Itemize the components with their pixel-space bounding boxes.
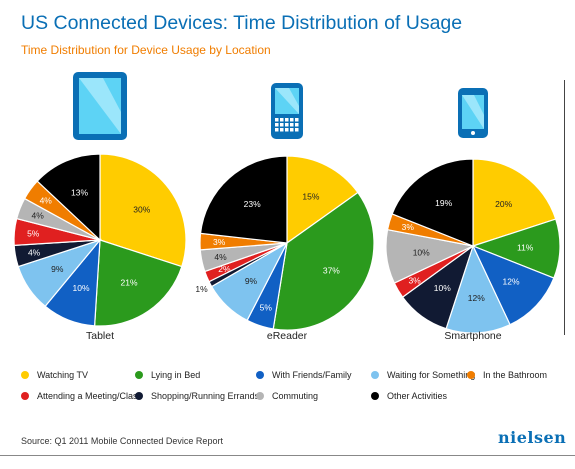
legend-item-with-friends-family: With Friends/Family: [256, 370, 352, 380]
legend-item-lying-in-bed: Lying in Bed: [135, 370, 200, 380]
pie-name-smartphone: Smartphone: [444, 330, 501, 342]
legend-swatch: [256, 371, 264, 379]
footer-rule: [0, 455, 575, 456]
legend-item-waiting-for-something: Waiting for Something: [371, 370, 475, 380]
legend-item-shopping-running-errands: Shopping/Running Errands: [135, 391, 259, 401]
pie-slice-tablet-other-activities: [36, 153, 101, 242]
legend-label: Lying in Bed: [151, 370, 201, 380]
slice-label-ereader-waiting-for-something: 9%: [245, 276, 258, 286]
slice-label-smartphone-waiting-for-something: 12%: [468, 293, 485, 303]
pie-slice-ereader-watching-tv: [286, 155, 359, 245]
pie-slice-ereader-lying-in-bed: [272, 191, 375, 331]
slice-label-smartphone-shopping-running-errands: 10%: [434, 283, 451, 293]
legend-label: In the Bathroom: [483, 370, 548, 380]
legend-label: With Friends/Family: [272, 370, 352, 380]
slice-label-tablet-in-the-bathroom: 4%: [40, 196, 53, 206]
pie-slice-tablet-watching-tv: [99, 153, 187, 268]
slice-label-ereader-attending-a-meeting-class: 2%: [218, 264, 231, 274]
slice-label-ereader-in-the-bathroom: 3%: [213, 237, 226, 247]
slice-label-tablet-shopping-running-errands: 4%: [28, 248, 41, 258]
legend-swatch: [135, 392, 143, 400]
pie-name-tablet: Tablet: [86, 330, 114, 342]
slice-label-tablet-waiting-for-something: 9%: [51, 264, 64, 274]
legend-swatch: [21, 371, 29, 379]
smartphone-icon: [458, 88, 488, 138]
pie-slice-smartphone-watching-tv: [472, 158, 557, 247]
pie-slice-smartphone-waiting-for-something: [445, 244, 511, 334]
legend-swatch: [371, 392, 379, 400]
legend: Watching TV Lying in Bed With Friends/Fami…: [21, 370, 561, 410]
legend-label: Shopping/Running Errands: [151, 391, 260, 401]
legend-label: Other Activities: [387, 391, 448, 401]
legend-label: Attending a Meeting/Class: [37, 391, 143, 401]
slice-label-smartphone-attending-a-meeting-class: 3%: [408, 276, 421, 286]
slice-label-ereader-other-activities: 23%: [244, 199, 261, 209]
slice-label-tablet-other-activities: 13%: [71, 188, 88, 198]
legend-label: Commuting: [272, 391, 319, 401]
slice-label-smartphone-commuting: 10%: [413, 248, 430, 258]
slice-label-smartphone-in-the-bathroom: 3%: [402, 222, 415, 232]
ereader-icon: [271, 83, 303, 139]
pie-name-ereader: eReader: [267, 330, 308, 342]
divider-line: [564, 80, 565, 335]
slice-label-smartphone-with-friends-family: 12%: [503, 277, 520, 287]
slice-label-ereader-with-friends-family: 5%: [260, 302, 273, 312]
legend-swatch: [135, 371, 143, 379]
slice-label-tablet-lying-in-bed: 21%: [120, 278, 137, 288]
legend-label: Watching TV: [37, 370, 89, 380]
legend-swatch: [467, 371, 475, 379]
pie-slice-ereader-other-activities: [199, 155, 288, 244]
tablet-icon: [73, 72, 127, 140]
slice-label-smartphone-other-activities: 19%: [435, 198, 452, 208]
legend-swatch: [21, 392, 29, 400]
legend-swatch: [256, 392, 264, 400]
slice-label-smartphone-lying-in-bed: 11%: [517, 243, 534, 253]
nielsen-logo: nielsen: [498, 428, 567, 447]
legend-item-watching-tv: Watching TV: [21, 370, 88, 380]
legend-swatch: [371, 371, 379, 379]
slice-label-ereader-commuting: 4%: [214, 252, 227, 262]
pie-slice-smartphone-with-friends-family: [471, 244, 555, 326]
slice-label-tablet-with-friends-family: 10%: [72, 283, 89, 293]
pie-slice-tablet-lying-in-bed: [93, 239, 183, 327]
legend-item-other-activities: Other Activities: [371, 391, 447, 401]
slice-label-ereader-watching-tv: 15%: [302, 192, 319, 202]
slice-label-ereader-lying-in-bed: 37%: [323, 266, 340, 276]
slice-label-smartphone-watching-tv: 20%: [495, 199, 512, 209]
legend-item-attending-a-meeting-class: Attending a Meeting/Class: [21, 391, 142, 401]
legend-item-in-the-bathroom: In the Bathroom: [467, 370, 547, 380]
slice-label-tablet-commuting: 4%: [31, 210, 44, 220]
source-note: Source: Q1 2011 Mobile Connected Device …: [21, 436, 223, 446]
slice-label-tablet-attending-a-meeting-class: 5%: [27, 229, 40, 239]
legend-label: Waiting for Something: [387, 370, 476, 380]
slice-label-ereader-shopping-running-errands: 1%: [195, 284, 208, 294]
legend-item-commuting: Commuting: [256, 391, 318, 401]
chart-subtitle: Time Distribution for Device Usage by Lo…: [21, 43, 271, 57]
chart-title: US Connected Devices: Time Distribution …: [21, 12, 463, 34]
pie-slice-smartphone-other-activities: [391, 158, 474, 247]
slice-label-tablet-watching-tv: 30%: [133, 205, 150, 215]
